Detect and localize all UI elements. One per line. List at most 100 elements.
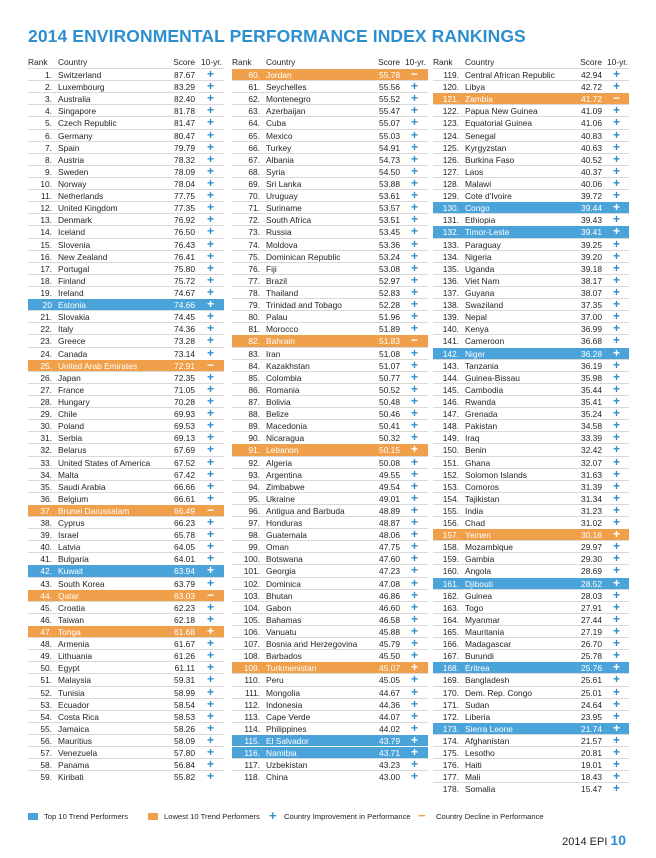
rank-cell: 30. [40, 421, 52, 432]
plus-icon: + [411, 284, 419, 299]
plus-icon: + [207, 393, 215, 408]
table-row: 150. Benin 32.42 + [433, 443, 629, 455]
rank-cell: 23. [40, 336, 52, 347]
country-cell: Croatia [58, 602, 85, 613]
plus-icon: + [207, 636, 215, 651]
rank-cell: 93. [248, 469, 260, 480]
plus-icon: + [411, 345, 419, 360]
score-cell: 73.14 [174, 348, 195, 359]
header-country: Country [266, 57, 296, 67]
table-row: 97. Honduras 48.87 + [232, 516, 428, 528]
score-cell: 32.07 [581, 457, 602, 468]
plus-icon: + [411, 309, 419, 324]
table-row: 140. Kenya 36.99 + [433, 322, 629, 334]
score-cell: 36.68 [581, 336, 602, 347]
country-cell: Sudan [465, 699, 490, 710]
rank-cell: 19. [40, 287, 52, 298]
rank-cell: 117. [244, 760, 260, 771]
table-row: 142. Niger 36.28 + [433, 346, 629, 359]
plus-icon: + [411, 393, 419, 408]
score-cell: 42.94 [581, 70, 602, 80]
table-row: 55. Jamaica 58.26 + [28, 721, 224, 734]
plus-icon: + [207, 745, 215, 760]
score-cell: 64.01 [174, 554, 195, 565]
plus-icon: + [613, 115, 621, 130]
rank-cell: 3. [45, 94, 52, 105]
score-cell: 76.43 [174, 239, 195, 250]
score-cell: 55.56 [379, 82, 400, 93]
country-cell: Libya [465, 82, 486, 93]
table-row: 139. Nepal 37.00 + [433, 310, 629, 322]
country-cell: Paraguay [465, 239, 501, 250]
rank-cell: 69. [248, 178, 260, 189]
table-row: 81. Morocco 51.89 + [232, 322, 428, 334]
plus-icon: + [411, 200, 419, 215]
table-row: 154. Tajikistan 31.34 + [433, 491, 629, 504]
table-row: 167. Burundi 25.78 + [433, 649, 629, 661]
table-row: 118. China 43.00 + [232, 770, 428, 782]
rank-cell: 137. [442, 287, 459, 298]
score-cell: 31.34 [581, 493, 602, 504]
country-cell: Solomon Islands [465, 469, 527, 480]
score-cell: 48.87 [379, 518, 400, 529]
rank-cell: 139. [442, 312, 459, 323]
rank-cell: 119. [443, 70, 459, 80]
country-cell: Chad [465, 518, 486, 529]
table-row: 79. Trinidad and Tobago 52.28 + [232, 298, 428, 310]
table-row: 110. Peru 45.05 + [232, 673, 428, 685]
table-row: 61. Seychelles 55.56 + [232, 80, 428, 92]
score-cell: 40.06 [581, 178, 602, 189]
country-cell: Israel [58, 530, 79, 541]
score-cell: 45.79 [379, 639, 400, 650]
country-cell: Egypt [58, 663, 80, 674]
rank-cell: 112. [244, 699, 260, 710]
score-cell: 38.17 [581, 275, 602, 286]
country-cell: Mozambique [465, 542, 513, 553]
plus-icon: + [207, 660, 215, 675]
score-cell: 61.26 [174, 651, 195, 662]
table-row: 58. Panama 56.84 + [28, 758, 224, 770]
table-row: 60. Jordan 55.78 − [232, 68, 428, 81]
table-row: 76. Fiji 53.08 + [232, 261, 428, 274]
table-row: 63. Azerbaijan 55.47 + [232, 104, 428, 116]
rank-cell: 143. [442, 360, 459, 371]
score-cell: 31.39 [581, 481, 602, 492]
plus-icon: + [207, 284, 215, 299]
country-cell: Tunisia [58, 687, 85, 698]
country-cell: Viet Nam [465, 275, 500, 286]
country-cell: Jamaica [58, 723, 90, 734]
table-row: 70. Uruguay 53.61 + [232, 189, 428, 201]
country-cell: Argentina [266, 469, 302, 480]
rank-cell: 43. [40, 578, 52, 589]
score-cell: 26.70 [581, 639, 602, 650]
country-cell: Qatar [58, 590, 79, 601]
column-header: Rank Country Score 10-yr. [433, 56, 629, 68]
country-cell: Ecuador [58, 699, 90, 710]
plus-icon: + [411, 466, 419, 481]
plus-icon: + [613, 139, 621, 154]
rank-cell: 13. [40, 215, 52, 226]
country-cell: Palau [266, 312, 288, 323]
country-cell: Uganda [465, 263, 495, 274]
table-row: 10. Norway 78.04 + [28, 176, 224, 189]
rank-cell: 53. [40, 699, 52, 710]
score-cell: 37.00 [581, 312, 602, 323]
plus-icon: + [207, 224, 215, 239]
score-cell: 76.92 [174, 215, 195, 226]
rank-cell: 47. [40, 627, 52, 638]
score-cell: 53.61 [379, 191, 400, 202]
rank-cell: 108. [243, 651, 260, 662]
country-cell: Romania [266, 384, 300, 395]
score-cell: 40.83 [581, 130, 602, 141]
plus-icon: + [613, 357, 621, 372]
plus-icon: + [411, 515, 419, 530]
plus-icon: + [207, 345, 215, 360]
score-cell: 62.18 [174, 614, 195, 625]
header-trend: 10-yr. [201, 57, 222, 67]
plus-icon: + [411, 502, 419, 517]
plus-icon: + [207, 430, 215, 445]
plus-icon: + [411, 418, 419, 433]
table-row: 117. Uzbekistan 43.23 + [232, 758, 428, 770]
table-row: 6. Germany 80.47 + [28, 128, 224, 141]
table-row: 37. Brunei Darussalam 66.49 − [28, 503, 224, 517]
